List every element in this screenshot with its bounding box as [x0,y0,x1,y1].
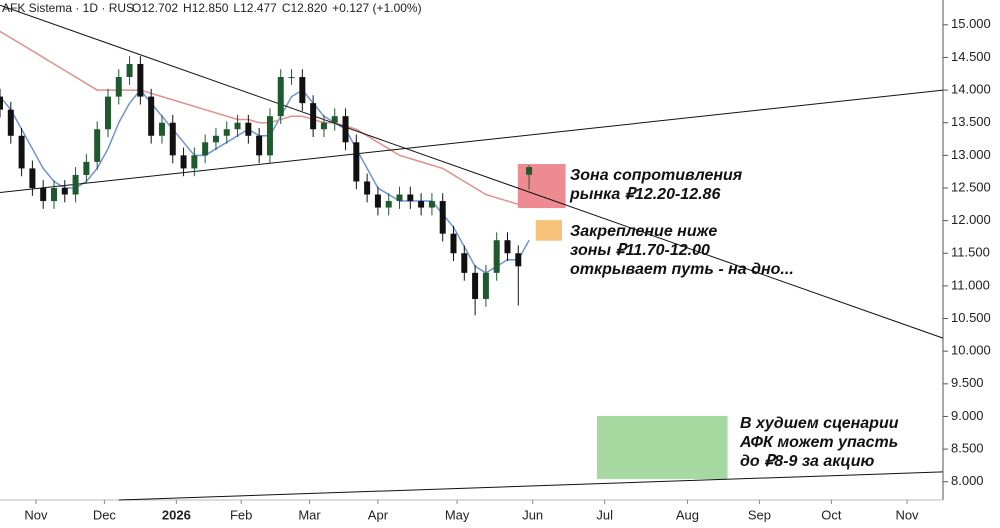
candle-body [83,161,90,175]
annotation: Зона сопротивления рынка ₽12.20-12.86 [569,167,743,203]
candle-body [202,142,209,156]
header-stat: H12.850 [183,1,229,15]
candle-body [126,63,133,78]
candle-body [212,135,219,143]
y-tick-label: 11.500 [951,245,990,260]
candle-body [320,122,327,130]
y-tick-label: 13.500 [951,114,991,129]
candle-body [94,129,101,162]
candle-body [191,155,198,169]
y-tick-label: 9.500 [951,375,984,390]
candle-body [148,96,155,136]
candle-body [72,174,79,195]
y-tick-label: 12.500 [951,179,991,194]
candle-body [137,63,144,97]
x-tick-label: Mar [298,507,321,522]
header-stat: L12.477 [233,1,277,15]
y-tick-label: 12.000 [951,212,991,227]
candle-body [277,77,284,117]
candle-body [40,187,47,202]
annotation: В худшем сценарии АФК может упасть до ₽8-9… [739,415,899,470]
candle-body [396,194,403,202]
candle-body [169,122,176,156]
candle-body [299,77,306,104]
x-tick-label: Oct [821,507,842,522]
candle-body [104,96,111,130]
candle-body [310,103,317,130]
y-tick-label: 14.500 [951,49,991,64]
y-tick-label: 13.000 [951,147,991,162]
annotation: Закрепление ниже зоны ₽11.70-12.00 открыва… [570,223,794,278]
zone [535,220,562,241]
y-tick-label: 9.000 [951,408,984,423]
candle-body [418,201,425,208]
candle-body [504,240,511,254]
x-tick-label: Apr [368,507,389,522]
candle-body [331,116,338,123]
candle-body [461,253,468,273]
x-tick-label: Dec [93,507,117,522]
header-stat: C12.820 [282,1,328,15]
x-tick-label: Sep [748,507,771,522]
candle-body [482,272,489,299]
candle-body [385,201,392,208]
candle-body [180,155,187,169]
x-tick-label: Nov [24,507,48,522]
trend-line [118,471,944,501]
zone [517,163,566,209]
y-tick-label: 8.000 [951,473,984,488]
candle-body [18,135,25,169]
x-tick-label: Jul [596,507,613,522]
candle-body [353,142,360,182]
candle-body [526,167,533,175]
chart-title: AFK Sistema · 1D · RUS [2,1,134,15]
y-tick-label: 11.000 [951,277,990,292]
candle-body [234,122,241,130]
candle-body [0,96,3,110]
header-stat: O12.702 [132,1,178,15]
y-tick-label: 10.000 [951,343,991,358]
candle-body [342,116,349,143]
candle-body [266,116,273,156]
candle-body [374,194,381,208]
trend-line [0,89,944,194]
x-tick-label: May [445,507,470,522]
candle-body [115,77,122,97]
x-tick-label: Aug [676,507,699,522]
candle-body [472,272,479,299]
candle-body [439,201,446,234]
candle-body [50,187,57,202]
x-tick-label: 2026 [162,507,191,522]
candle-body [245,122,252,136]
x-tick-label: Feb [230,507,252,522]
x-tick-label: Nov [895,507,919,522]
candle-body [450,233,457,254]
header-stat: +0.127 (+1.00%) [332,1,421,15]
candle-body [29,168,36,188]
candle-body [256,135,263,156]
candle-body [364,181,371,195]
candle-body [428,201,435,208]
y-tick-label: 8.500 [951,441,984,456]
candle-body [407,194,414,202]
y-tick-label: 10.500 [951,310,991,325]
candle-body [223,129,230,136]
trend-line [0,4,944,339]
candle-body [288,77,295,79]
moving-average [0,30,530,206]
candle-body [7,109,14,136]
candle-body [493,240,500,273]
candle-body [61,187,68,195]
y-tick-label: 14.000 [951,82,991,97]
candle-body [515,253,522,267]
y-tick-label: 15.000 [951,16,991,31]
zone [596,415,728,479]
x-tick-label: Jun [522,507,543,522]
candle-body [158,122,165,136]
